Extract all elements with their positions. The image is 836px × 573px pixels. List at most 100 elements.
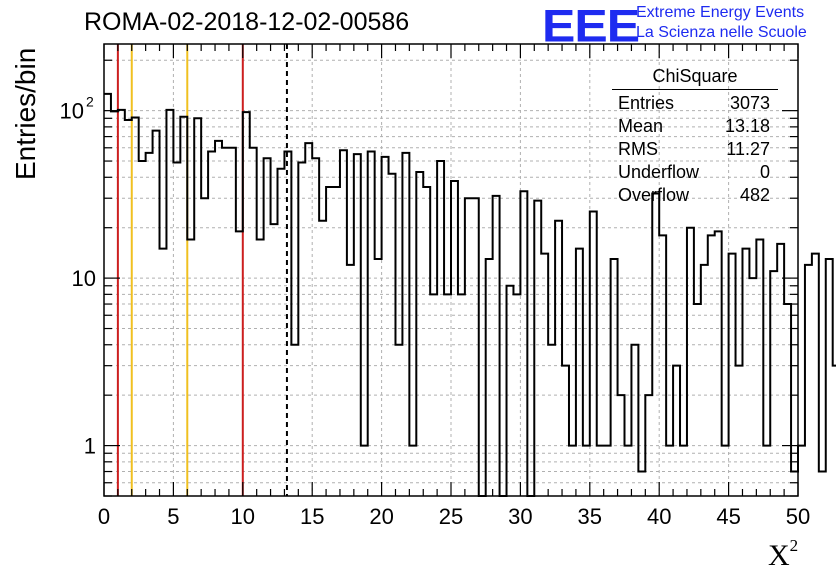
histogram-bin (472, 198, 479, 496)
y-tick-label: 1 (84, 434, 96, 459)
logo-line-1: Extreme Energy Events (636, 4, 805, 21)
histogram-bin (139, 161, 146, 496)
histogram-bin (451, 181, 458, 496)
histogram-bin (430, 294, 437, 496)
histogram-bin (680, 446, 687, 496)
histogram-bin (645, 395, 652, 496)
histogram-bin (541, 254, 548, 496)
histogram-bin (673, 366, 680, 496)
histogram-bin (201, 198, 208, 496)
histogram-bin (146, 153, 153, 496)
histogram-bin (229, 148, 236, 496)
histogram-bin (631, 345, 638, 496)
x-tick-label: 15 (300, 504, 324, 529)
histogram-bin (395, 345, 402, 496)
histogram-bin (534, 201, 541, 496)
x-tick-label: 35 (578, 504, 602, 529)
stats-label: Underflow (618, 162, 700, 182)
stats-value: 3073 (729, 93, 770, 113)
x-tick-label: 45 (716, 504, 740, 529)
histogram-bin (777, 244, 784, 496)
x-tick-label: 25 (439, 504, 463, 529)
stats-label: Entries (618, 93, 675, 113)
histogram-bin (513, 294, 520, 496)
histogram-bin (375, 259, 382, 496)
histogram-bin (118, 110, 125, 496)
chart-title: ROMA-02-2018-12-02-00586 (84, 8, 410, 36)
histogram-bin (465, 198, 472, 496)
histogram-bin (784, 304, 791, 496)
histogram-bin (729, 254, 736, 496)
histogram-bin (826, 259, 833, 496)
stats-value: 13.18 (724, 116, 770, 136)
stats-title: ChiSquare (612, 66, 778, 90)
histogram-bin (569, 446, 576, 496)
histogram-bin (243, 112, 250, 496)
histogram-bin (402, 153, 409, 496)
histogram-bin (160, 249, 167, 496)
histogram-bin (687, 228, 694, 496)
histogram-bin (236, 231, 243, 496)
x-tick-label: 30 (508, 504, 532, 529)
stats-value: 0 (759, 162, 770, 182)
stats-label: Overflow (618, 185, 690, 205)
histogram-bin (736, 366, 743, 496)
histogram-bin (548, 345, 555, 496)
histogram-bin (284, 152, 291, 496)
x-tick-label: 0 (98, 504, 110, 529)
x-tick-label: 20 (369, 504, 393, 529)
histogram-bin (583, 446, 590, 496)
x-axis-label: X2 (768, 536, 798, 573)
histogram-bin (555, 221, 562, 496)
histogram-bin (618, 395, 625, 496)
y-tick-label: 10 (72, 266, 96, 291)
histogram-bin (312, 158, 319, 496)
histogram-bin (756, 240, 763, 496)
histogram-bin (805, 265, 812, 496)
histogram-bin (215, 141, 222, 496)
histogram-bin (319, 221, 326, 496)
histogram-bin (708, 235, 715, 496)
histogram-bin (257, 240, 264, 496)
histogram-bin (333, 187, 340, 496)
histogram-bin (562, 366, 569, 496)
stats-value: 11.27 (726, 139, 770, 159)
x-axis-label-superscript: 2 (789, 536, 799, 555)
histogram-bin (361, 446, 368, 496)
histogram-bin (715, 231, 722, 496)
histogram-bin (576, 249, 583, 496)
histogram-bin (694, 304, 701, 496)
stats-value: 482 (739, 185, 770, 205)
histogram-bin (597, 446, 604, 496)
y-tick-label: 10 (60, 99, 84, 124)
histogram-bin (520, 191, 527, 496)
histogram-bin (659, 235, 666, 496)
histogram-bin (208, 152, 215, 496)
histogram-bin (763, 446, 770, 496)
stats-row-rms: RMS 11.27 (612, 138, 778, 161)
histogram-bin (278, 169, 285, 496)
histogram-bin (194, 118, 201, 496)
eee-logo: EEE (542, 0, 640, 52)
histogram-bin (368, 152, 375, 496)
histogram-bin (173, 163, 180, 496)
y-tick-label-exponent: 2 (86, 94, 94, 110)
stats-row-entries: Entries 3073 (612, 92, 778, 115)
histogram-bin (326, 187, 333, 496)
histogram-bin (458, 294, 465, 496)
histogram-bin (222, 148, 229, 496)
histogram-bin (701, 265, 708, 496)
histogram-bin (652, 194, 659, 496)
histogram-bin (722, 446, 729, 496)
histogram-bin (132, 118, 139, 496)
histogram-bin (382, 157, 389, 496)
histogram-bin (340, 150, 347, 496)
histogram-bin (305, 143, 312, 496)
histogram (104, 92, 836, 497)
histogram-bin (389, 174, 396, 496)
histogram-bin (416, 172, 423, 496)
stats-row-underflow: Underflow 0 (612, 161, 778, 184)
histogram-bin (271, 224, 278, 496)
x-tick-label: 50 (786, 504, 810, 529)
